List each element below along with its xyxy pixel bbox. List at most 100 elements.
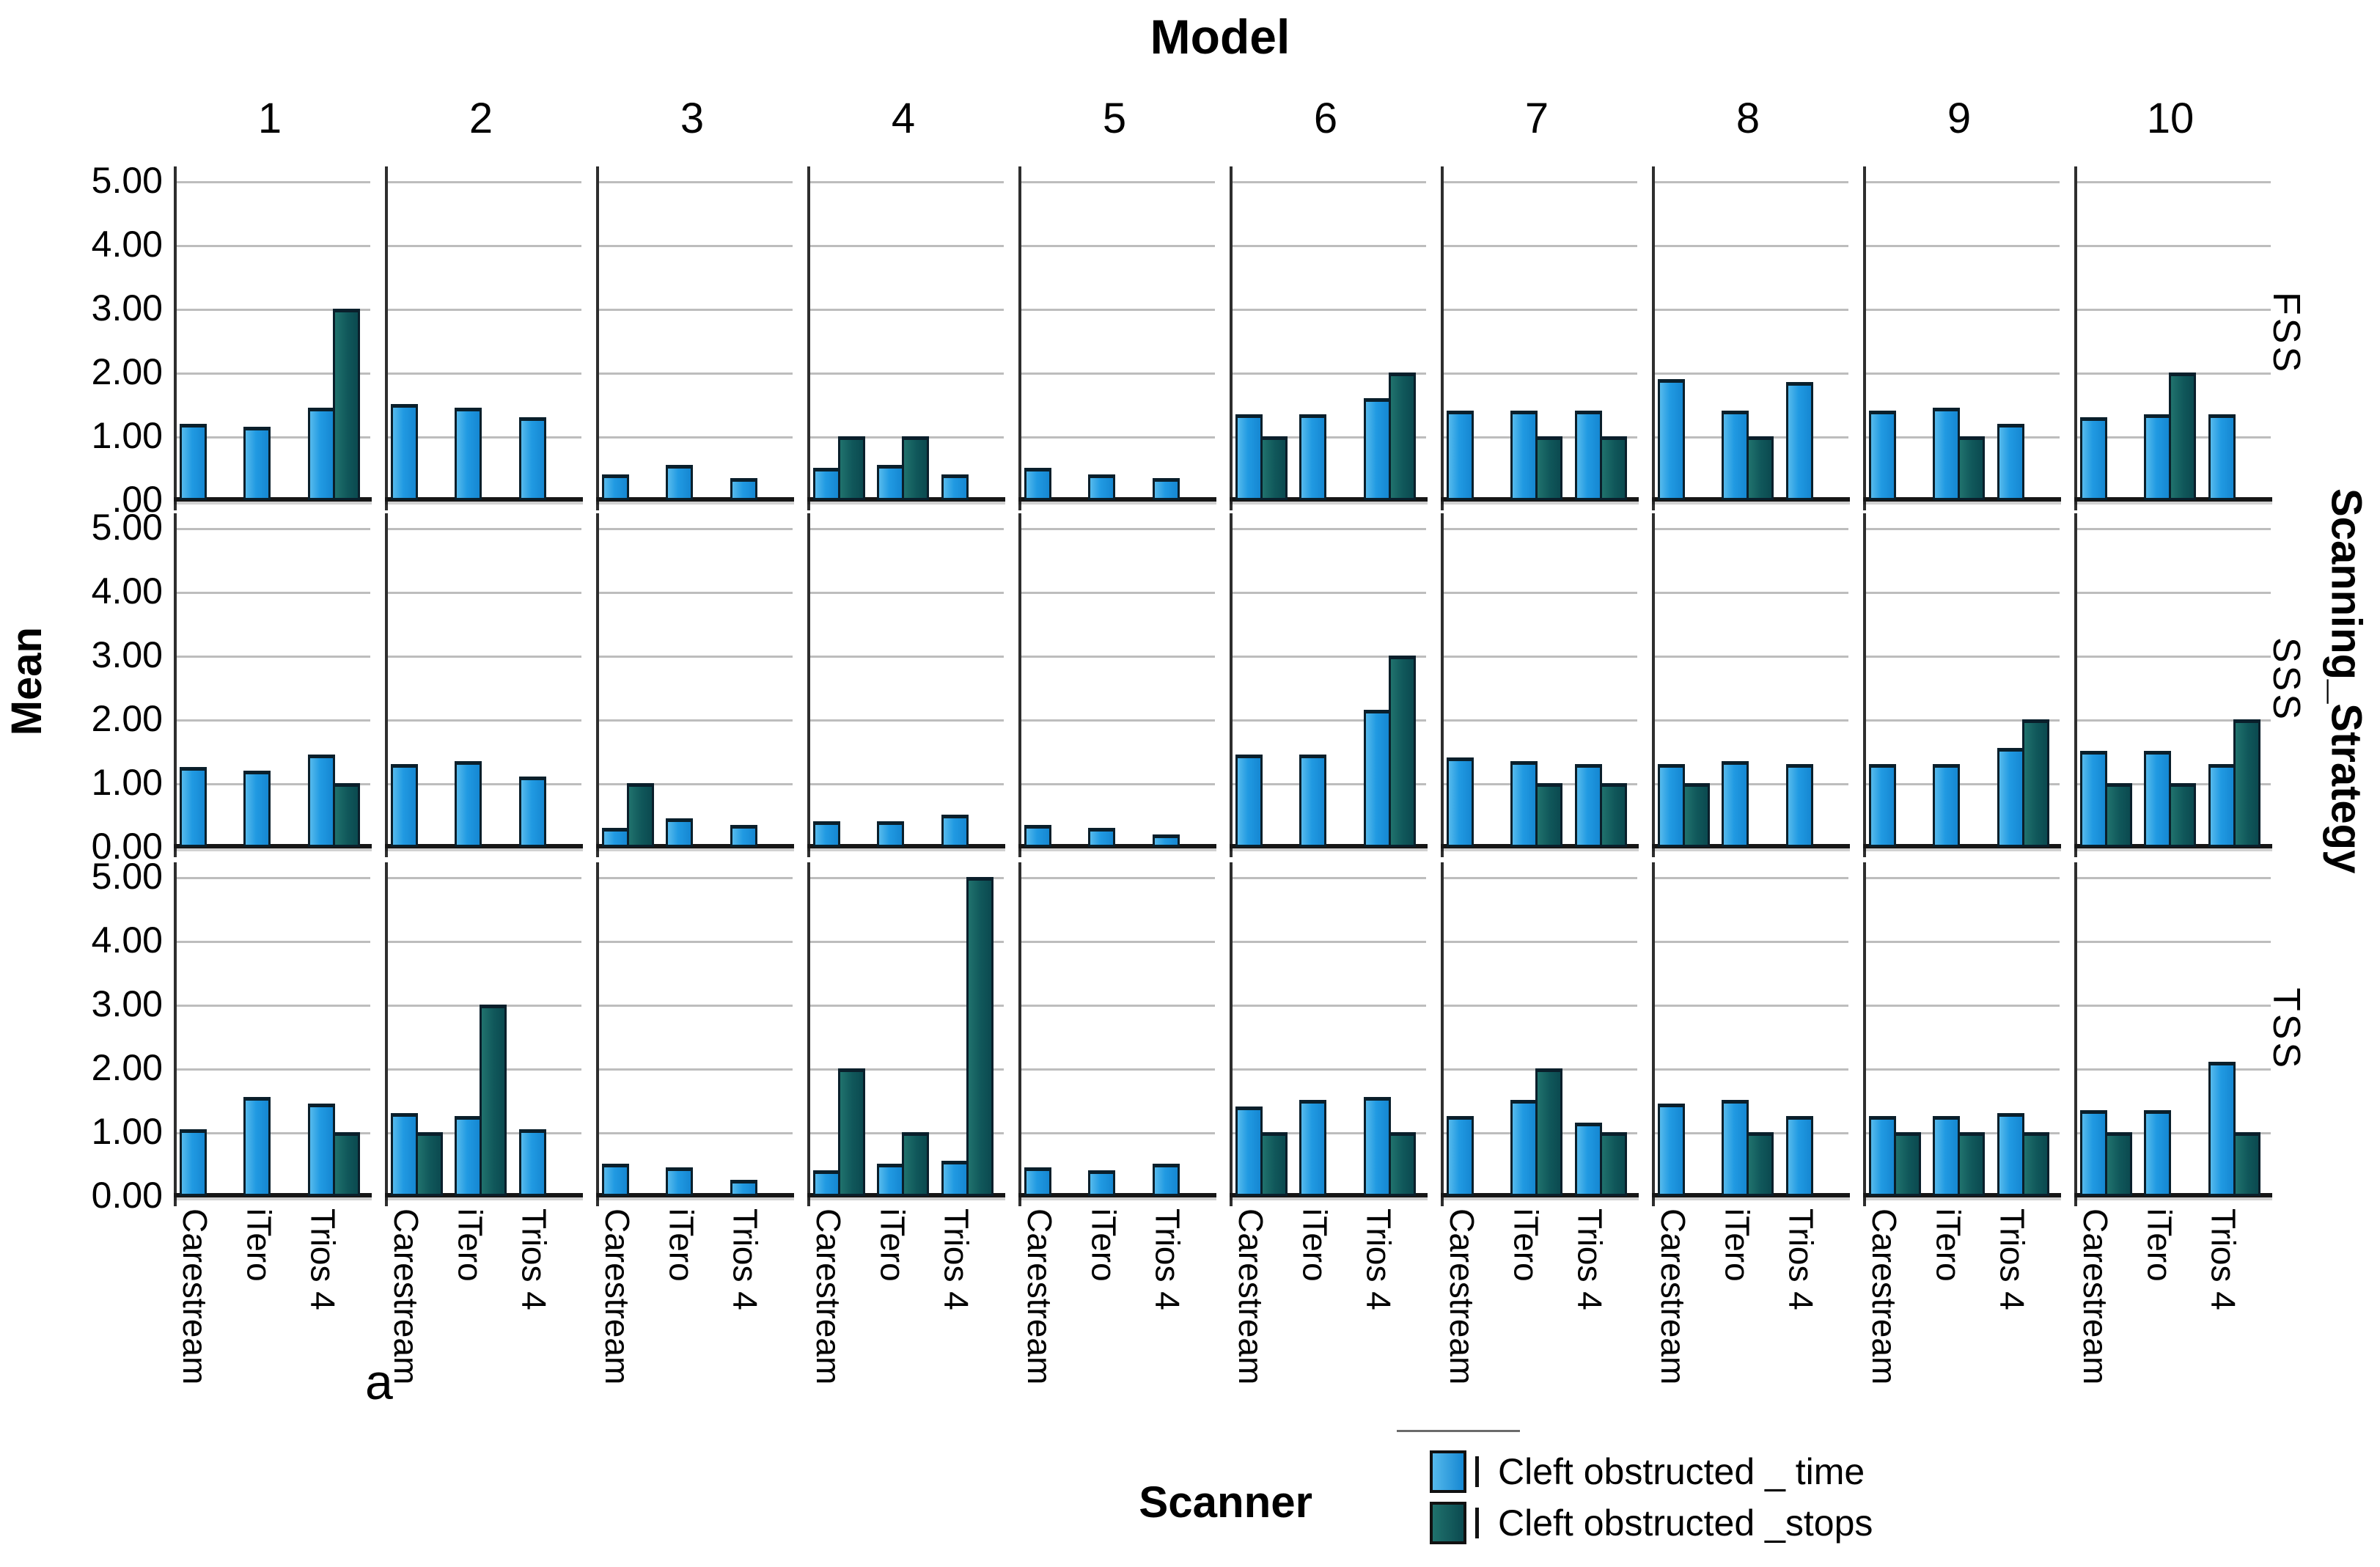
gridline <box>809 245 1004 247</box>
gridline <box>1442 592 1637 594</box>
x-tick-label: iTero <box>2140 1208 2179 1282</box>
bar-time-SSS-m8-Trios 4 <box>1786 764 1813 847</box>
bar-time-SSS-m10-iTero <box>2144 751 2171 847</box>
gridline <box>1231 436 1426 438</box>
bar-time-FSS-m2-Carestream <box>391 404 418 500</box>
panel-TSS-5 <box>1018 862 1216 1206</box>
bar-time-FSS-m10-Trios 4 <box>2208 414 2236 500</box>
x-tick-label: Trios 4 <box>726 1208 765 1310</box>
y-tick-label: 0.00 <box>91 1175 163 1216</box>
panel-TSS-10 <box>2074 862 2272 1206</box>
bar-time-SSS-m5-Trios 4 <box>1153 834 1180 847</box>
gridline <box>809 309 1004 311</box>
gridline <box>1020 719 1215 722</box>
legend-swatch-time <box>1430 1450 1466 1493</box>
gridline <box>1231 245 1426 247</box>
x-tick-label: iTero <box>1084 1208 1123 1282</box>
x-tick-label: Trios 4 <box>515 1208 554 1310</box>
panel-y-axis <box>1863 513 1866 857</box>
gridline <box>1020 245 1215 247</box>
gridline <box>2076 719 2271 722</box>
bar-time-FSS-m6-Trios 4 <box>1364 398 1391 500</box>
gridline <box>598 719 793 722</box>
gridline <box>1653 373 1848 375</box>
bar-time-SSS-m2-iTero <box>455 761 482 847</box>
bar-stops-TSS-m7-Trios 4 <box>1600 1132 1627 1196</box>
right-axis-title: Scanning_Strategy <box>2315 166 2377 1196</box>
panel-x-axis <box>1230 844 1428 848</box>
bar-time-TSS-m7-Carestream <box>1447 1116 1474 1196</box>
column-facet-label: 5 <box>1102 95 1127 142</box>
panel-FSS-3 <box>596 166 794 510</box>
bar-time-TSS-m3-iTero <box>666 1167 693 1196</box>
bar-stops-FSS-m4-iTero <box>902 436 929 500</box>
x-tick-label: Carestream <box>598 1208 636 1385</box>
panel-x-axis <box>174 497 372 502</box>
gridline <box>1653 245 1848 247</box>
x-tick-label: Trios 4 <box>1782 1208 1821 1310</box>
y-tick-label: 3.00 <box>91 634 163 675</box>
panel-x-axis <box>385 497 583 502</box>
gridline <box>1865 656 2060 658</box>
gridline <box>386 719 581 722</box>
gridline <box>1231 592 1426 594</box>
subfigure-annotation: a <box>365 1354 393 1410</box>
gridline <box>1231 719 1426 722</box>
gridline <box>386 783 581 785</box>
gridline <box>1020 309 1215 311</box>
panel-SSS-2 <box>385 513 583 857</box>
column-facet-label: 3 <box>680 95 705 142</box>
x-tick-label: Trios 4 <box>1571 1208 1609 1310</box>
row-facet-label: TSS <box>2263 862 2310 1196</box>
gridline <box>809 592 1004 594</box>
gridline <box>1653 656 1848 658</box>
gridline <box>598 181 793 183</box>
bar-time-SSS-m6-Trios 4 <box>1364 710 1391 847</box>
bar-stops-FSS-m8-iTero <box>1747 436 1774 500</box>
bar-stops-FSS-m7-iTero <box>1535 436 1562 500</box>
gridline <box>1442 877 1637 879</box>
panel-SSS-3 <box>596 513 794 857</box>
gridline <box>1231 1005 1426 1007</box>
gridline <box>1865 245 2060 247</box>
legend-label-stops: Cleft obstructed _stops <box>1498 1502 1873 1544</box>
panel-y-axis <box>2074 513 2077 857</box>
panel-y-axis <box>2074 862 2077 1206</box>
bar-time-SSS-m9-Carestream <box>1869 764 1896 847</box>
gridline <box>175 245 370 247</box>
panel-SSS-1 <box>174 513 372 857</box>
gridline <box>1231 941 1426 943</box>
panel-TSS-9 <box>1863 862 2061 1206</box>
bar-time-SSS-m4-Trios 4 <box>941 815 969 847</box>
panel-TSS-1 <box>174 862 372 1206</box>
bar-stops-FSS-m6-Trios 4 <box>1389 373 1416 500</box>
bar-time-TSS-m2-Carestream <box>391 1113 418 1196</box>
x-tick-label: Trios 4 <box>1148 1208 1187 1310</box>
bar-time-SSS-m3-Carestream <box>602 828 629 847</box>
panel-x-axis <box>596 1193 794 1197</box>
panel-y-axis <box>1018 513 1021 857</box>
x-tick-label: Carestream <box>1865 1208 1903 1385</box>
bar-time-TSS-m9-Carestream <box>1869 1116 1896 1196</box>
bar-stops-TSS-m4-Carestream <box>838 1068 865 1196</box>
gridline <box>809 941 1004 943</box>
gridline <box>809 656 1004 658</box>
gridline <box>598 592 793 594</box>
bar-time-TSS-m10-iTero <box>2144 1110 2171 1196</box>
y-tick-label: 4.00 <box>91 224 163 265</box>
legend-swatch-stops <box>1430 1502 1466 1544</box>
panel-y-axis <box>596 862 599 1206</box>
gridline <box>2076 941 2271 943</box>
panel-y-axis <box>1863 166 1866 510</box>
gridline <box>175 181 370 183</box>
bar-time-TSS-m6-Trios 4 <box>1364 1097 1391 1196</box>
bar-time-FSS-m3-Trios 4 <box>730 478 757 500</box>
bar-time-TSS-m7-iTero <box>1510 1100 1538 1196</box>
bar-time-FSS-m4-iTero <box>877 465 904 500</box>
bar-time-SSS-m8-iTero <box>1722 761 1749 847</box>
panel-SSS-7 <box>1441 513 1639 857</box>
panel-FSS-10 <box>2074 166 2272 510</box>
bar-stops-SSS-m7-Trios 4 <box>1600 783 1627 847</box>
gridline <box>1020 1005 1215 1007</box>
